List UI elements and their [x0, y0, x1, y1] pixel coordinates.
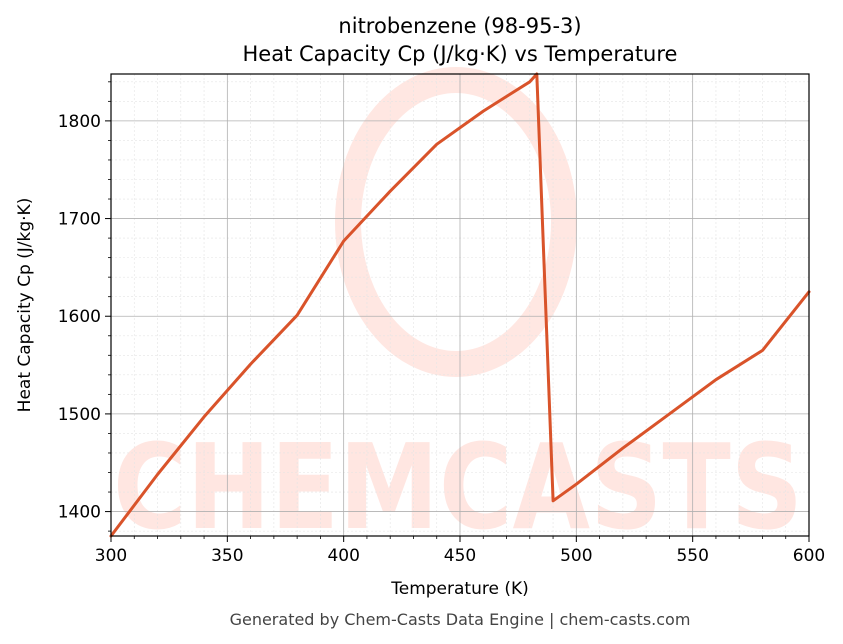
watermark-text: CHEMCASTS: [113, 418, 803, 556]
x-axis-label: Temperature (K): [390, 579, 529, 599]
y-tick-label: 1500: [58, 405, 101, 425]
series-layer: [109, 72, 811, 538]
x-tick-label: 300: [95, 546, 127, 566]
x-tick-label: 550: [676, 546, 708, 566]
footer-credit: Generated by Chem-Casts Data Engine | ch…: [230, 610, 691, 629]
y-axis-ticks: 1400 1500 1600 1700 1800: [58, 81, 111, 532]
y-axis-label: Heat Capacity Cp (J/kg·K): [15, 198, 35, 413]
x-axis-ticks: 300 350 400 450 500 550 600: [95, 536, 825, 566]
y-tick-label: 1700: [58, 210, 101, 230]
watermark-logo-ring: [335, 67, 577, 377]
chart-subtitle: Heat Capacity Cp (J/kg·K) vs Temperature: [243, 42, 678, 66]
series-line-0: [109, 72, 811, 538]
chart-title: nitrobenzene (98-95-3): [338, 14, 581, 38]
x-tick-label: 450: [444, 546, 476, 566]
y-tick-label: 1600: [58, 307, 101, 327]
watermark: CHEMCASTS: [113, 67, 803, 556]
x-tick-label: 600: [793, 546, 825, 566]
x-tick-label: 350: [211, 546, 243, 566]
x-tick-label: 400: [327, 546, 359, 566]
x-tick-label: 500: [560, 546, 592, 566]
y-tick-label: 1400: [58, 503, 101, 523]
y-tick-label: 1800: [58, 112, 101, 132]
